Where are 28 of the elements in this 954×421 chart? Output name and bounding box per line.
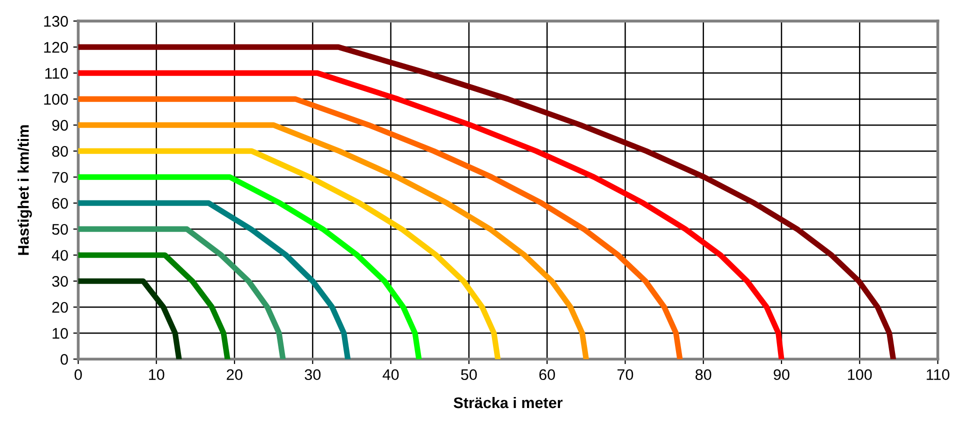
x-tick-label: 50	[461, 369, 477, 380]
y-tick-label: 130	[44, 16, 68, 27]
y-tick-label: 120	[44, 42, 68, 53]
x-tick-label: 20	[226, 369, 242, 380]
y-axis-title: Hastighet i km/tim	[18, 125, 32, 255]
x-tick-label: 10	[149, 369, 164, 380]
x-tick-label: 100	[848, 369, 872, 380]
x-tick-label: 30	[304, 369, 321, 380]
y-tick-label: 70	[52, 172, 68, 183]
y-tick-label: 40	[52, 250, 68, 261]
x-tick-label: 0	[74, 369, 82, 380]
y-tick-label: 80	[52, 146, 68, 157]
x-tick-label: 110	[926, 369, 950, 380]
y-tick-label: 60	[52, 198, 68, 209]
y-tick-label: 0	[60, 354, 68, 365]
x-tick-label: 60	[539, 369, 555, 380]
y-tick-label: 10	[52, 328, 68, 339]
y-tick-label: 90	[52, 120, 68, 131]
x-tick-label: 70	[618, 369, 634, 380]
y-tick-label: 110	[45, 68, 68, 79]
x-tick-label: 80	[696, 369, 712, 380]
y-tick-label: 20	[52, 302, 68, 313]
x-tick-label: 40	[382, 369, 399, 380]
y-tick-label: 50	[52, 224, 68, 235]
x-axis-title: Sträcka i meter	[454, 396, 563, 408]
y-tick-label: 30	[52, 276, 68, 287]
x-tick-label: 90	[774, 369, 790, 380]
y-tick-label: 100	[44, 94, 68, 105]
